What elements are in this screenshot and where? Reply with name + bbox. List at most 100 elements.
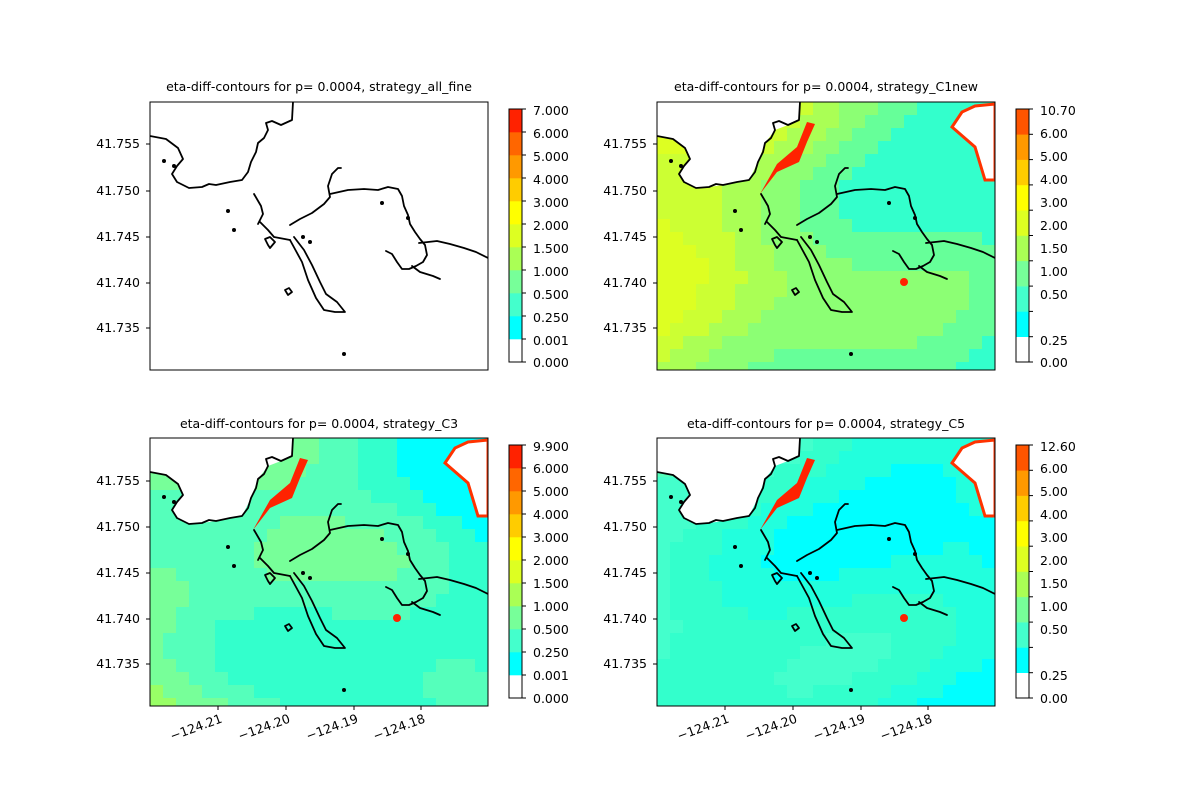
contour-cell — [709, 698, 723, 706]
contour-cell — [176, 633, 190, 647]
contour-cell — [774, 284, 788, 298]
contour-cell — [852, 568, 866, 582]
contour-cell — [891, 323, 905, 337]
contour-cell — [943, 555, 957, 569]
contour-cell — [748, 232, 762, 246]
contour-cell — [319, 646, 333, 660]
contour-cell — [826, 438, 840, 452]
land-area — [657, 102, 800, 188]
contour-cell — [943, 477, 957, 491]
contour-cell — [319, 542, 333, 556]
contour-cell — [813, 633, 827, 647]
contour-cell — [813, 154, 827, 168]
contour-cell — [670, 180, 684, 194]
contour-cell — [358, 646, 372, 660]
contour-cell — [865, 620, 879, 634]
contour-cell — [956, 646, 970, 660]
contour-cell — [384, 490, 398, 504]
contour-cell — [904, 336, 918, 350]
contour-cell — [293, 503, 307, 517]
contour-cell — [241, 555, 255, 569]
contour-cell — [891, 336, 905, 350]
contour-cell — [930, 516, 944, 530]
contour-cell — [449, 633, 463, 647]
contour-cell — [332, 503, 346, 517]
colorbar-segment — [1016, 109, 1029, 135]
contour-cell — [280, 542, 294, 556]
contour-cell — [917, 464, 931, 478]
contour-cell — [150, 594, 164, 608]
contour-cell — [852, 451, 866, 465]
coastline-islet — [808, 571, 812, 575]
contour-cell — [267, 516, 281, 530]
contour-cell — [410, 633, 424, 647]
contour-fill — [657, 102, 995, 370]
contour-cell — [735, 633, 749, 647]
contour-cell — [735, 672, 749, 686]
contour-cell — [813, 323, 827, 337]
contour-cell — [761, 232, 775, 246]
contour-cell — [449, 477, 463, 491]
coastline-islet — [342, 688, 346, 692]
contour-cell — [865, 336, 879, 350]
contour-cell — [891, 128, 905, 142]
coastline-segment — [264, 236, 276, 249]
contour-cell — [891, 232, 905, 246]
contour-cell — [878, 542, 892, 556]
contour-cell — [722, 245, 736, 259]
contour-cell — [917, 128, 931, 142]
contour-cell — [722, 607, 736, 621]
contour-cell — [670, 206, 684, 220]
contour-cell — [813, 297, 827, 311]
contour-cell — [280, 503, 294, 517]
contour-cell — [878, 698, 892, 706]
coastline-segment — [791, 623, 800, 632]
contour-cell — [852, 555, 866, 569]
contour-cell — [345, 633, 359, 647]
contour-cell — [683, 659, 697, 673]
contour-cell — [826, 180, 840, 194]
contour-cell — [696, 685, 710, 699]
contour-cell — [904, 115, 918, 129]
contour-cell — [384, 620, 398, 634]
contour-cell — [917, 297, 931, 311]
x-tick-label: −124.21 — [675, 711, 731, 744]
colorbar-segment — [509, 270, 522, 294]
contour-cell — [397, 438, 411, 452]
contour-cell — [384, 646, 398, 660]
contour-cell — [982, 685, 995, 699]
contour-cell — [722, 323, 736, 337]
contour-cell — [241, 568, 255, 582]
contour-cell — [852, 659, 866, 673]
contour-cell — [735, 594, 749, 608]
contour-cell — [878, 336, 892, 350]
y-tick-label: 41.745 — [603, 229, 647, 244]
contour-cell — [163, 568, 177, 582]
contour-cell — [839, 568, 853, 582]
colorbar-tick-label: 6.000 — [533, 461, 569, 476]
contour-cell — [345, 555, 359, 569]
contour-cell — [956, 542, 970, 556]
contour-cell — [163, 542, 177, 556]
contour-cell — [891, 297, 905, 311]
contour-cell — [709, 362, 723, 370]
contour-cell — [748, 245, 762, 259]
contour-cell — [930, 438, 944, 452]
contour-cell — [904, 568, 918, 582]
contour-cell — [371, 477, 385, 491]
contour-cell — [878, 607, 892, 621]
contour-cell — [761, 607, 775, 621]
contour-cell — [345, 477, 359, 491]
contour-cell — [475, 646, 488, 660]
contour-cell — [293, 516, 307, 530]
contour-cell — [943, 438, 957, 452]
coastline-segment — [836, 186, 935, 270]
contour-cell — [436, 646, 450, 660]
contour-cell — [735, 581, 749, 595]
contour-cell — [943, 464, 957, 478]
contour-cell — [735, 323, 749, 337]
contour-cell — [202, 542, 216, 556]
contour-cell — [345, 659, 359, 673]
colorbar-tick-label: 0.500 — [533, 622, 569, 637]
contour-cell — [969, 568, 983, 582]
